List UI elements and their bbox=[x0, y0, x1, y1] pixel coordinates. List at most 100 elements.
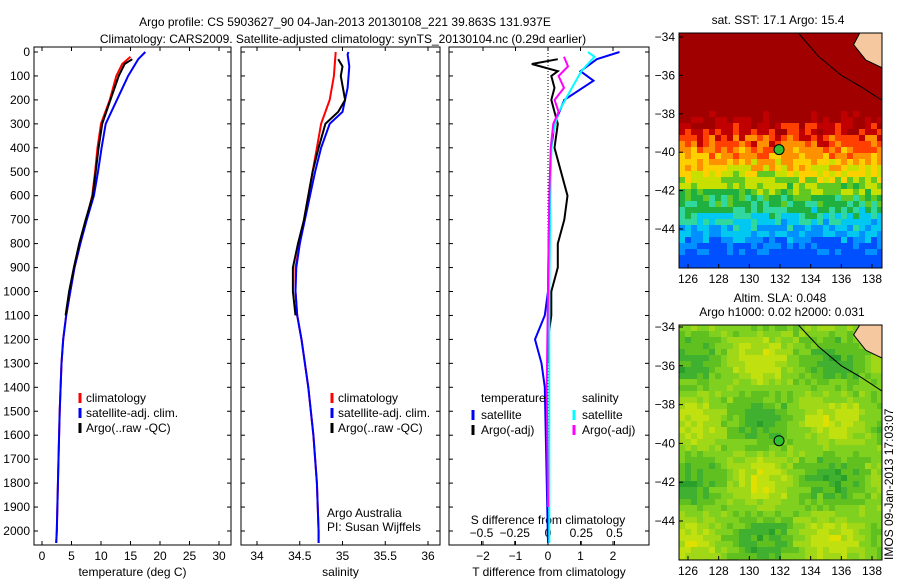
map-cell bbox=[805, 379, 811, 385]
map-cell bbox=[799, 225, 805, 231]
map-cell bbox=[835, 51, 841, 57]
map-cell bbox=[727, 63, 733, 69]
map-cell bbox=[799, 165, 805, 171]
map-cell bbox=[835, 57, 841, 63]
map-cell bbox=[733, 535, 739, 541]
map-cell bbox=[703, 391, 709, 397]
map-cell bbox=[751, 183, 757, 189]
map-cell bbox=[679, 343, 685, 349]
map-cell bbox=[805, 409, 811, 415]
map-cell bbox=[793, 165, 799, 171]
map-cell bbox=[721, 207, 727, 213]
map-cell bbox=[751, 87, 757, 93]
map-cell bbox=[805, 195, 811, 201]
map-cell bbox=[841, 445, 847, 451]
map-cell bbox=[811, 117, 817, 123]
map-cell bbox=[763, 481, 769, 487]
map-cell bbox=[733, 57, 739, 63]
map-cell bbox=[799, 397, 805, 403]
map-cell bbox=[799, 433, 805, 439]
map-cell bbox=[793, 93, 799, 99]
map-cell bbox=[787, 361, 793, 367]
map-cell bbox=[727, 493, 733, 499]
map-cell bbox=[859, 69, 865, 75]
map-cell bbox=[679, 391, 685, 397]
map-cell bbox=[793, 33, 799, 39]
map-cell bbox=[775, 463, 781, 469]
map-cell bbox=[799, 529, 805, 535]
map-cell bbox=[811, 361, 817, 367]
map-cell bbox=[757, 469, 763, 475]
map-cell bbox=[781, 63, 787, 69]
map-cell bbox=[811, 135, 817, 141]
map-cell bbox=[745, 535, 751, 541]
map-cell bbox=[739, 403, 745, 409]
map-cell bbox=[775, 75, 781, 81]
map-cell bbox=[871, 547, 877, 553]
map-cell bbox=[829, 463, 835, 469]
map-cell bbox=[877, 195, 882, 201]
lat-tick-label: −44 bbox=[655, 514, 676, 528]
map-cell bbox=[811, 445, 817, 451]
map-cell bbox=[841, 535, 847, 541]
map-cell bbox=[793, 57, 799, 63]
map-cell bbox=[805, 511, 811, 517]
map-cell bbox=[811, 87, 817, 93]
map-cell bbox=[763, 403, 769, 409]
map-cell bbox=[871, 153, 877, 159]
map-cell bbox=[679, 475, 685, 481]
map-cell bbox=[721, 177, 727, 183]
map-cell bbox=[829, 493, 835, 499]
map-cell bbox=[787, 439, 793, 445]
map-cell bbox=[751, 391, 757, 397]
map-cell bbox=[709, 457, 715, 463]
map-cell bbox=[841, 147, 847, 153]
map-cell bbox=[763, 255, 769, 261]
map-cell bbox=[697, 243, 703, 249]
map-cell bbox=[679, 153, 685, 159]
map-cell bbox=[787, 541, 793, 547]
map-cell bbox=[823, 165, 829, 171]
map-cell bbox=[847, 469, 853, 475]
map-cell bbox=[841, 493, 847, 499]
depth-tick-label: 600 bbox=[10, 189, 30, 203]
map-cell bbox=[757, 213, 763, 219]
map-cell bbox=[697, 361, 703, 367]
map-cell bbox=[853, 355, 859, 361]
map-cell bbox=[709, 475, 715, 481]
map-cell bbox=[799, 231, 805, 237]
map-cell bbox=[775, 481, 781, 487]
map-cell bbox=[739, 409, 745, 415]
legend-label: satellite bbox=[582, 408, 623, 422]
map-cell bbox=[763, 231, 769, 237]
map-cell bbox=[829, 195, 835, 201]
map-cell bbox=[727, 421, 733, 427]
map-cell bbox=[835, 213, 841, 219]
map-cell bbox=[709, 51, 715, 57]
map-cell bbox=[817, 249, 823, 255]
map-cell bbox=[847, 129, 853, 135]
map-cell bbox=[739, 171, 745, 177]
map-cell bbox=[829, 261, 835, 267]
map-cell bbox=[715, 541, 721, 547]
map-cell bbox=[823, 159, 829, 165]
map-cell bbox=[871, 147, 877, 153]
map-cell bbox=[745, 63, 751, 69]
map-cell bbox=[739, 457, 745, 463]
map-cell bbox=[733, 231, 739, 237]
map-cell bbox=[787, 225, 793, 231]
map-cell bbox=[775, 511, 781, 517]
map-cell bbox=[799, 415, 805, 421]
map-cell bbox=[733, 445, 739, 451]
map-cell bbox=[835, 219, 841, 225]
map-cell bbox=[799, 213, 805, 219]
map-cell bbox=[811, 355, 817, 361]
map-cell bbox=[751, 349, 757, 355]
map-cell bbox=[757, 361, 763, 367]
map-cell bbox=[853, 523, 859, 529]
map-cell bbox=[685, 541, 691, 547]
map-cell bbox=[775, 427, 781, 433]
map-cell bbox=[703, 433, 709, 439]
map-cell bbox=[733, 87, 739, 93]
map-cell bbox=[805, 117, 811, 123]
